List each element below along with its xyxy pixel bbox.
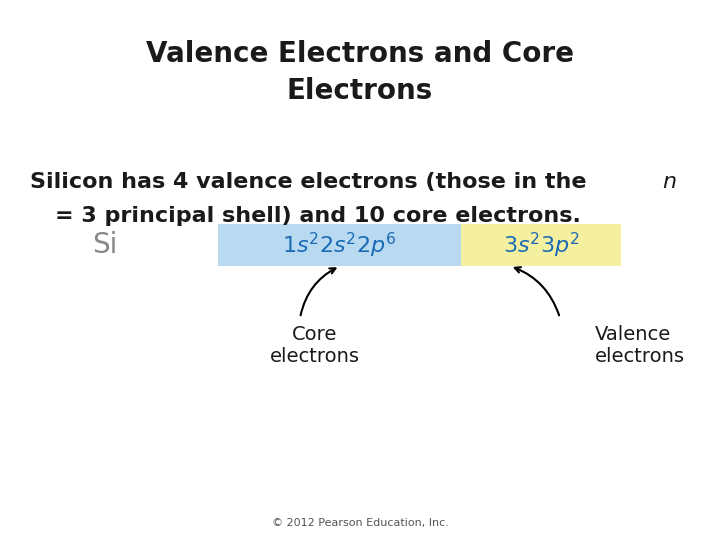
Text: Core
electrons: Core electrons bbox=[270, 325, 360, 366]
Bar bbox=[461, 224, 621, 266]
Text: Silicon has 4 valence electrons (those in the: Silicon has 4 valence electrons (those i… bbox=[30, 172, 594, 192]
Text: $n$: $n$ bbox=[662, 172, 677, 192]
Text: $3s^23p^2$: $3s^23p^2$ bbox=[503, 231, 580, 260]
Text: Valence
electrons: Valence electrons bbox=[595, 325, 685, 366]
Text: = 3 principal shell) and 10 core electrons.: = 3 principal shell) and 10 core electro… bbox=[55, 206, 581, 226]
Bar bbox=[218, 224, 461, 266]
Text: Si: Si bbox=[92, 231, 117, 259]
Text: Valence Electrons and Core
Electrons: Valence Electrons and Core Electrons bbox=[146, 40, 574, 105]
Text: © 2012 Pearson Education, Inc.: © 2012 Pearson Education, Inc. bbox=[271, 518, 449, 528]
Text: $1s^22s^22p^6$: $1s^22s^22p^6$ bbox=[282, 231, 397, 260]
